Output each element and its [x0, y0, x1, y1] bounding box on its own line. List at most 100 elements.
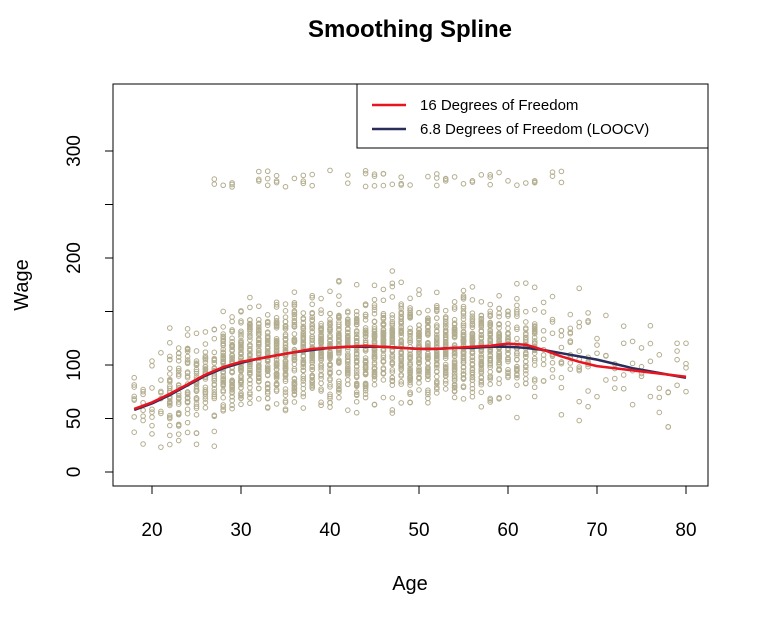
data-point [603, 377, 609, 383]
data-point [629, 401, 636, 408]
data-point [434, 315, 440, 321]
data-point [656, 352, 663, 358]
data-point [282, 323, 289, 329]
data-point [202, 349, 209, 355]
data-point [362, 327, 369, 334]
data-point [256, 365, 262, 371]
data-point [620, 385, 627, 392]
data-point [229, 390, 235, 396]
data-point [434, 182, 440, 189]
data-point [353, 383, 360, 389]
data-point [291, 323, 298, 329]
data-point [665, 389, 672, 395]
data-point [576, 417, 583, 424]
data-point [540, 336, 547, 343]
data-point [327, 384, 333, 390]
data-point [638, 345, 645, 351]
data-point [460, 180, 467, 187]
data-point [184, 326, 191, 332]
data-point [184, 410, 191, 417]
data-point [300, 310, 307, 316]
data-point [256, 385, 262, 392]
data-point [282, 307, 289, 314]
data-point [389, 319, 396, 325]
data-point [523, 180, 529, 186]
data-point [389, 367, 396, 373]
x-tick-label: 80 [675, 520, 696, 541]
data-point [264, 168, 271, 175]
data-point [175, 350, 182, 357]
data-point [389, 395, 396, 401]
data-point [318, 325, 324, 332]
data-point [256, 349, 262, 356]
data-point [505, 308, 511, 315]
data-point [336, 383, 342, 390]
data-point [211, 349, 218, 356]
data-point [496, 321, 502, 328]
data-point [380, 358, 387, 365]
data-point [451, 299, 458, 305]
data-point [229, 327, 235, 333]
data-point [282, 344, 289, 351]
data-point [175, 367, 182, 374]
data-point [273, 325, 280, 331]
data-point [202, 329, 209, 335]
data-point [362, 168, 369, 174]
data-point [264, 330, 271, 336]
data-point [549, 374, 556, 381]
data-point [273, 372, 280, 379]
data-point [247, 343, 253, 350]
data-point [674, 340, 680, 347]
data-point [469, 321, 476, 327]
data-point [291, 391, 298, 397]
data-point [318, 295, 324, 302]
data-point [398, 321, 405, 327]
data-point [460, 357, 467, 364]
data-point [175, 409, 182, 416]
data-point [140, 388, 146, 395]
data-point [469, 284, 476, 290]
data-point [247, 294, 253, 301]
data-point [167, 383, 173, 389]
data-point [442, 378, 449, 384]
data-point [451, 377, 458, 384]
data-point [371, 401, 378, 408]
data-point [398, 311, 405, 317]
data-point [300, 336, 307, 342]
data-point [309, 374, 316, 381]
data-point [478, 332, 485, 338]
data-point [389, 339, 396, 346]
data-point [291, 311, 298, 318]
data-point [496, 334, 502, 340]
data-point [362, 394, 369, 401]
data-point [256, 341, 262, 348]
legend-label-loocv: 6.8 Degrees of Freedom (LOOCV) [420, 121, 649, 138]
data-point [211, 386, 218, 392]
data-point [647, 358, 654, 365]
data-point [300, 393, 307, 400]
data-point [531, 325, 538, 332]
data-point [576, 367, 583, 374]
data-point [256, 168, 262, 175]
data-point [309, 171, 316, 178]
data-point [389, 280, 396, 287]
data-point [442, 386, 449, 392]
data-point [380, 321, 387, 327]
data-point [309, 380, 316, 386]
data-point [309, 325, 316, 331]
data-point [282, 398, 289, 404]
data-point [434, 373, 440, 380]
data-point [140, 417, 146, 424]
data-point [540, 299, 547, 306]
data-point [434, 342, 440, 349]
data-point [264, 312, 271, 318]
data-point [345, 326, 351, 333]
data-point [523, 280, 529, 286]
data-point [336, 314, 342, 321]
data-point [353, 398, 360, 405]
data-point [273, 319, 280, 326]
data-point [247, 334, 253, 340]
data-point [478, 348, 485, 355]
data-point [362, 366, 369, 373]
data-point [389, 294, 396, 300]
